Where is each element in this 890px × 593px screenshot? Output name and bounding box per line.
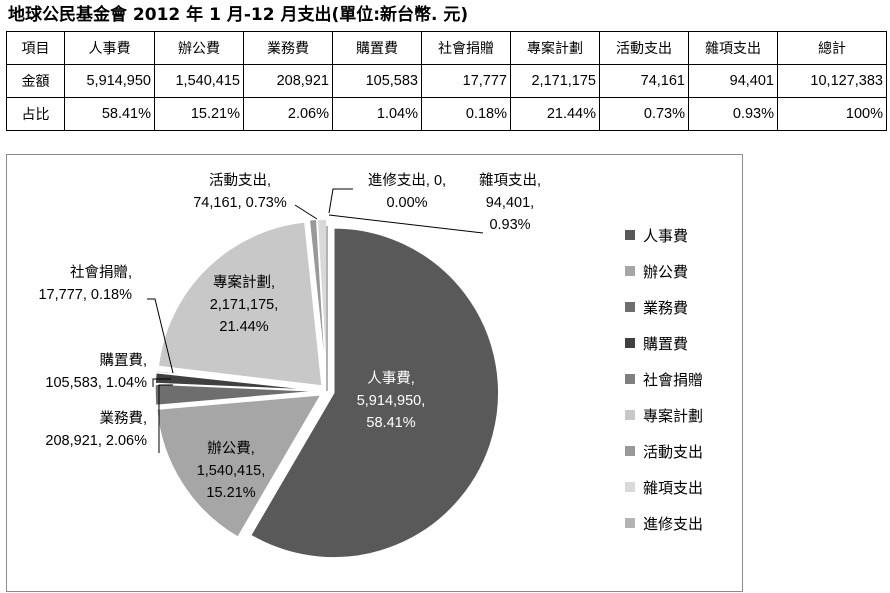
table-cell: 0.93% (688, 97, 778, 131)
leader-line-3 (152, 378, 171, 387)
legend-swatch (625, 518, 635, 528)
table-cell: 17,777 (421, 64, 511, 98)
table-header-cell: 業務費 (243, 31, 333, 65)
data-label-6: 活動支出, 74,161, 0.73% (193, 172, 287, 211)
legend-label: 雜項支出 (643, 478, 704, 497)
legend-item: 雜項支出 (625, 469, 703, 505)
legend-label: 進修支出 (643, 514, 704, 533)
leader-line-4 (147, 298, 174, 374)
legend-label: 購置費 (643, 334, 689, 353)
table-cell: 0.18% (421, 97, 511, 131)
legend-swatch (625, 374, 635, 384)
table-header-cell: 人事費 (64, 31, 155, 65)
legend-label: 社會捐贈 (643, 370, 704, 389)
legend-label: 活動支出 (643, 442, 704, 461)
legend-label: 專案計劃 (643, 406, 704, 425)
table-row-share: 占比 58.41% 15.21% 2.06% 1.04% 0.18% 21.44… (6, 97, 887, 131)
leader-line-8 (328, 188, 353, 214)
table-cell: 1,540,415 (154, 64, 244, 98)
table-row-label: 占比 (6, 97, 65, 131)
legend-swatch (625, 338, 635, 348)
legend-swatch (625, 302, 635, 312)
pie-slice-7 (316, 218, 328, 385)
data-label-0: 人事費, 5,914,950, 58.41% (357, 370, 426, 431)
legend-item: 辦公費 (625, 253, 703, 289)
legend-label: 辦公費 (643, 262, 689, 281)
legend-item: 購置費 (625, 325, 703, 361)
table-cell: 15.21% (154, 97, 244, 131)
legend-item: 專案計劃 (625, 397, 703, 433)
table-row-amount: 金額 5,914,950 1,540,415 208,921 105,583 1… (6, 64, 887, 98)
legend-item: 活動支出 (625, 433, 703, 469)
page-title: 地球公民基金會 2012 年 1 月-12 月支出(單位:新台幣. 元) (8, 5, 469, 25)
table-header-cell: 總計 (777, 31, 887, 65)
legend-label: 業務費 (643, 298, 689, 317)
table-header-cell: 活動支出 (599, 31, 689, 65)
data-label-4: 社會捐贈, 17,777, 0.18% (38, 264, 132, 303)
legend-swatch (625, 266, 635, 276)
table-cell: 105,583 (332, 64, 422, 98)
data-label-8: 進修支出, 0, 0.00% (368, 172, 446, 211)
table-cell: 208,921 (243, 64, 333, 98)
table-cell: 2,171,175 (510, 64, 600, 98)
data-label-7: 雜項支出, 94,401, 0.93% (479, 172, 541, 233)
legend-item: 業務費 (625, 289, 703, 325)
legend-swatch (625, 410, 635, 420)
pie-slice-4 (155, 369, 321, 391)
data-label-1: 辦公費, 1,540,415, 15.21% (197, 440, 266, 501)
pie-slice-0 (249, 227, 500, 559)
table-cell: 5,914,950 (64, 64, 155, 98)
expense-summary-table: 項目 人事費 辦公費 業務費 購置費 社會捐贈 專案計劃 活動支出 雜項支出 總… (6, 31, 887, 131)
leader-line-2 (158, 384, 173, 453)
legend-item: 進修支出 (625, 505, 703, 541)
table-cell: 2.06% (243, 97, 333, 131)
table-header-row: 項目 人事費 辦公費 業務費 購置費 社會捐贈 專案計劃 活動支出 雜項支出 總… (6, 31, 887, 65)
table-cell: 10,127,383 (777, 64, 887, 98)
legend-swatch (625, 446, 635, 456)
table-cell: 100% (777, 97, 887, 131)
table-cell: 58.41% (64, 97, 155, 131)
legend-item: 社會捐贈 (625, 361, 703, 397)
table-header-cell: 專案計劃 (510, 31, 600, 65)
legend-swatch (625, 482, 635, 492)
pie-slice-5 (157, 221, 323, 387)
table-header-cell: 辦公費 (154, 31, 244, 65)
table-header-cell: 社會捐贈 (421, 31, 511, 65)
leader-line-6 (294, 204, 318, 220)
leader-line-7 (328, 214, 484, 234)
table-cell: 21.44% (510, 97, 600, 131)
pie-chart: 人事費, 5,914,950, 58.41% 辦公費, 1,540,415, 15.21%… (38, 172, 541, 559)
table-header-cell: 項目 (6, 31, 65, 65)
chart-legend: 人事費辦公費業務費購置費社會捐贈專案計劃活動支出雜項支出進修支出 (625, 217, 703, 541)
table-header-cell: 購置費 (332, 31, 422, 65)
table-header-cell: 雜項支出 (688, 31, 778, 65)
table-cell: 1.04% (332, 97, 422, 131)
table-cell: 94,401 (688, 64, 778, 98)
data-label-3: 購置費, 105,583, 1.04% (45, 352, 147, 391)
data-label-5: 專案計劃, 2,171,175, 21.44% (210, 273, 279, 335)
table-row-label: 金額 (6, 64, 65, 98)
pie-chart-frame: 人事費, 5,914,950, 58.41% 辦公費, 1,540,415, 15.21%… (6, 154, 743, 592)
legend-item: 人事費 (625, 217, 703, 253)
legend-label: 人事費 (643, 226, 689, 245)
pie-slice-1 (155, 393, 323, 539)
table-cell: 0.73% (599, 97, 689, 131)
data-label-2: 業務費, 208,921, 2.06% (45, 410, 147, 449)
legend-swatch (625, 230, 635, 240)
table-cell: 74,161 (599, 64, 689, 98)
